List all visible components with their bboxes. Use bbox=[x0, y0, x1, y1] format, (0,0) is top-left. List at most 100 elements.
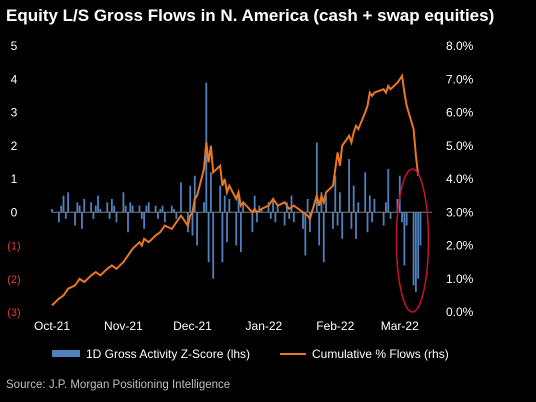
right-tick-label: 3.0% bbox=[446, 205, 474, 219]
source-note: Source: J.P. Morgan Positioning Intellig… bbox=[6, 379, 230, 391]
bar bbox=[140, 212, 143, 219]
bar bbox=[253, 195, 256, 213]
chart-title: Equity L/S Gross Flows in N. America (ca… bbox=[6, 6, 494, 25]
left-axis: 5 4 3 2 1 0 (1) (2) (3) bbox=[7, 39, 20, 319]
bar bbox=[258, 205, 261, 213]
right-tick-label: 8.0% bbox=[446, 39, 474, 53]
bar bbox=[124, 205, 127, 213]
right-tick-label: 5.0% bbox=[446, 139, 474, 153]
bar bbox=[159, 208, 162, 213]
bar bbox=[302, 212, 304, 229]
right-tick-label: 4.0% bbox=[446, 172, 474, 186]
bar bbox=[401, 212, 403, 223]
x-axis: Oct-21 Nov-21 Dec-21 Jan-22 Feb-22 Mar-22 bbox=[34, 319, 419, 333]
bar bbox=[309, 212, 311, 233]
bar bbox=[108, 212, 111, 219]
x-tick-label: Mar-22 bbox=[381, 319, 419, 333]
bar bbox=[106, 202, 109, 213]
bar bbox=[210, 172, 212, 213]
bar bbox=[385, 202, 387, 213]
bar bbox=[143, 212, 146, 229]
bar bbox=[332, 212, 334, 229]
bar bbox=[403, 212, 406, 266]
bar bbox=[334, 175, 337, 213]
bar bbox=[235, 212, 238, 246]
bar bbox=[228, 198, 231, 213]
bar bbox=[203, 202, 205, 213]
bar bbox=[64, 212, 67, 219]
bar bbox=[131, 205, 134, 213]
legend: 1D Gross Activity Z-Score (lhs) Cumulati… bbox=[52, 347, 449, 361]
right-tick-label: 1.0% bbox=[446, 272, 474, 286]
bar bbox=[83, 198, 86, 213]
bar bbox=[157, 212, 159, 219]
bar bbox=[348, 159, 350, 213]
bar bbox=[396, 198, 399, 213]
bar bbox=[350, 212, 353, 229]
bar bbox=[251, 212, 254, 233]
x-tick-label: Jan-22 bbox=[246, 319, 283, 333]
bar bbox=[267, 202, 270, 213]
bar bbox=[78, 205, 81, 213]
bar bbox=[414, 212, 417, 293]
bar bbox=[412, 212, 415, 286]
bar bbox=[256, 212, 258, 223]
bar bbox=[387, 169, 390, 213]
bar bbox=[92, 212, 95, 219]
highlight-ellipse bbox=[395, 168, 430, 313]
left-tick-label: 0 bbox=[11, 205, 18, 219]
x-tick-label: Nov-21 bbox=[104, 319, 143, 333]
bar bbox=[90, 202, 93, 213]
bar bbox=[320, 192, 323, 213]
left-tick-label: (3) bbox=[7, 307, 20, 319]
bar bbox=[180, 182, 182, 213]
bar bbox=[274, 212, 277, 223]
x-tick-label: Oct-21 bbox=[34, 319, 70, 333]
bar bbox=[170, 205, 173, 213]
bar bbox=[352, 185, 355, 213]
bar bbox=[417, 212, 420, 279]
bar bbox=[318, 212, 321, 246]
bar bbox=[147, 202, 150, 213]
bar bbox=[368, 195, 371, 213]
legend-bar-swatch bbox=[52, 350, 80, 357]
bar bbox=[382, 212, 385, 226]
bar bbox=[283, 212, 286, 226]
cumulative-flows-line bbox=[51, 73, 420, 307]
bar bbox=[207, 212, 210, 263]
bar bbox=[81, 212, 83, 229]
bar bbox=[163, 212, 166, 223]
right-tick-label: 2.0% bbox=[446, 239, 474, 253]
bar bbox=[51, 208, 53, 213]
bar bbox=[76, 202, 79, 213]
left-tick-label: 5 bbox=[11, 39, 18, 53]
bar bbox=[138, 205, 141, 213]
bar bbox=[58, 212, 60, 223]
legend-line-label: Cumulative % Flows (rhs) bbox=[312, 347, 449, 361]
bar bbox=[336, 212, 339, 226]
bar bbox=[97, 195, 99, 213]
bar bbox=[269, 212, 272, 219]
bar-series bbox=[51, 82, 422, 293]
bar bbox=[221, 212, 224, 263]
bar bbox=[175, 212, 178, 219]
bar bbox=[161, 205, 164, 213]
right-tick-label: 0.0% bbox=[446, 305, 474, 319]
bar bbox=[122, 192, 125, 213]
bar bbox=[60, 205, 63, 213]
right-axis: 8.0% 7.0% 6.0% 5.0% 4.0% 3.0% 2.0% 1.0% 0.0% bbox=[446, 39, 474, 319]
bar bbox=[419, 212, 422, 246]
bar bbox=[113, 205, 116, 213]
bar bbox=[223, 195, 226, 213]
legend-bar-label: 1D Gross Activity Z-Score (lhs) bbox=[86, 347, 250, 361]
bar bbox=[288, 212, 291, 219]
left-tick-label: (1) bbox=[7, 241, 20, 253]
bar bbox=[290, 195, 293, 213]
bar bbox=[62, 195, 65, 213]
right-tick-label: 7.0% bbox=[446, 72, 474, 86]
bar bbox=[173, 208, 175, 213]
bar bbox=[260, 208, 263, 213]
left-tick-label: 1 bbox=[11, 172, 18, 186]
bar bbox=[304, 212, 307, 256]
